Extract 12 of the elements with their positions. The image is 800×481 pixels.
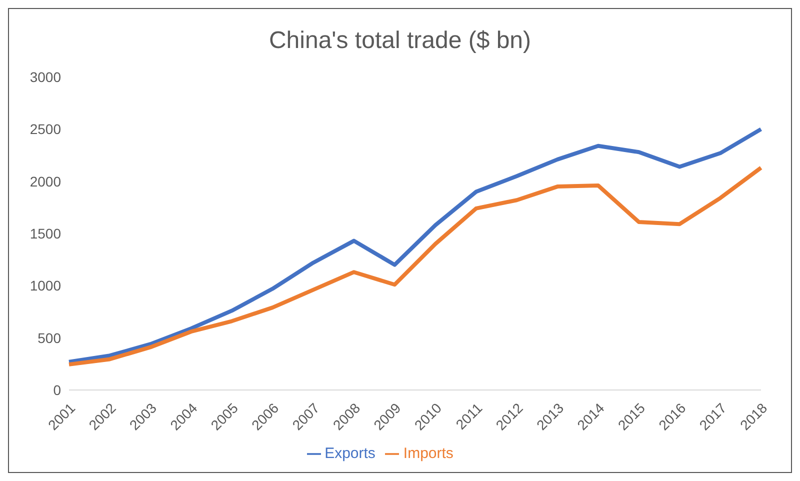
legend-label: Imports — [403, 445, 454, 462]
line-series — [67, 127, 763, 364]
chart-title: China's total trade ($ bn) — [268, 27, 532, 56]
y-tick-label: 2000 — [30, 173, 62, 190]
y-tick-label: 500 — [38, 330, 62, 346]
y-tick-label: 1000 — [30, 278, 62, 294]
y-tick-label: 3000 — [30, 68, 62, 85]
line-series — [67, 166, 763, 366]
y-tick-label: 1500 — [30, 225, 62, 242]
y-tick-label: 0 — [53, 382, 62, 398]
legend-label: Exports — [324, 445, 376, 462]
y-tick-label: 2500 — [30, 121, 62, 138]
